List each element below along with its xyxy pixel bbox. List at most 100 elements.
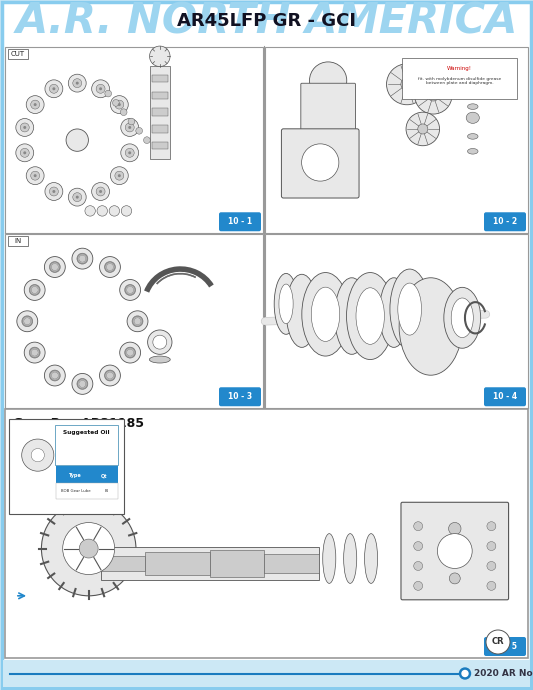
Ellipse shape bbox=[398, 283, 422, 335]
Ellipse shape bbox=[302, 273, 349, 356]
Circle shape bbox=[24, 279, 45, 300]
Circle shape bbox=[52, 190, 55, 193]
Ellipse shape bbox=[399, 278, 462, 375]
Text: Gear Box AR31185: Gear Box AR31185 bbox=[13, 417, 144, 431]
Circle shape bbox=[100, 365, 120, 386]
Circle shape bbox=[97, 206, 108, 216]
Circle shape bbox=[150, 46, 170, 66]
Circle shape bbox=[85, 206, 95, 216]
Bar bbox=[152, 108, 168, 116]
Circle shape bbox=[100, 257, 120, 277]
Ellipse shape bbox=[379, 278, 408, 347]
Bar bbox=[5, 47, 263, 233]
Bar bbox=[55, 425, 118, 464]
Bar bbox=[264, 553, 319, 573]
Text: 10 - 5: 10 - 5 bbox=[493, 642, 517, 651]
Bar bbox=[8, 236, 28, 246]
Circle shape bbox=[125, 347, 135, 358]
Circle shape bbox=[310, 62, 347, 99]
Circle shape bbox=[45, 80, 63, 98]
Text: 10 - 2: 10 - 2 bbox=[493, 217, 517, 226]
Circle shape bbox=[110, 96, 128, 114]
Text: 10 - 4: 10 - 4 bbox=[493, 392, 517, 402]
Bar bbox=[210, 550, 264, 577]
Ellipse shape bbox=[365, 533, 378, 583]
Circle shape bbox=[115, 100, 124, 109]
Circle shape bbox=[22, 439, 54, 471]
Circle shape bbox=[45, 183, 63, 200]
Ellipse shape bbox=[467, 134, 478, 139]
Circle shape bbox=[121, 144, 139, 161]
Bar bbox=[150, 66, 170, 159]
Circle shape bbox=[68, 75, 86, 92]
Circle shape bbox=[29, 347, 40, 358]
Text: Warning!: Warning! bbox=[447, 66, 472, 70]
Circle shape bbox=[414, 562, 423, 571]
Circle shape bbox=[401, 78, 413, 90]
FancyBboxPatch shape bbox=[301, 83, 356, 137]
Circle shape bbox=[148, 330, 172, 355]
Circle shape bbox=[96, 84, 105, 93]
Bar bbox=[152, 75, 168, 82]
Circle shape bbox=[68, 188, 86, 206]
Circle shape bbox=[487, 522, 496, 531]
Text: Type: Type bbox=[69, 473, 82, 478]
Ellipse shape bbox=[322, 533, 336, 583]
Circle shape bbox=[63, 522, 115, 575]
FancyBboxPatch shape bbox=[401, 502, 508, 600]
Circle shape bbox=[459, 668, 471, 679]
Circle shape bbox=[302, 144, 339, 181]
Text: AR45LFP GR - GCI: AR45LFP GR - GCI bbox=[177, 12, 356, 30]
Circle shape bbox=[486, 630, 510, 654]
Ellipse shape bbox=[467, 104, 478, 110]
Circle shape bbox=[105, 371, 115, 381]
Bar bbox=[56, 484, 118, 499]
Bar bbox=[3, 660, 530, 687]
Bar bbox=[144, 552, 210, 575]
Bar bbox=[152, 125, 168, 132]
Circle shape bbox=[29, 285, 40, 295]
Text: CR: CR bbox=[491, 638, 504, 647]
Circle shape bbox=[22, 316, 33, 326]
Circle shape bbox=[120, 109, 127, 115]
Circle shape bbox=[418, 124, 428, 134]
Circle shape bbox=[121, 206, 132, 216]
Circle shape bbox=[34, 174, 37, 177]
Circle shape bbox=[105, 90, 111, 97]
Circle shape bbox=[462, 671, 468, 676]
Circle shape bbox=[120, 279, 141, 300]
Text: BI: BI bbox=[105, 489, 109, 493]
Circle shape bbox=[118, 103, 121, 106]
Circle shape bbox=[42, 502, 136, 596]
Circle shape bbox=[487, 542, 496, 551]
FancyBboxPatch shape bbox=[484, 637, 526, 656]
Circle shape bbox=[427, 90, 439, 101]
Circle shape bbox=[50, 371, 60, 381]
Circle shape bbox=[143, 137, 150, 144]
Circle shape bbox=[77, 379, 87, 389]
Ellipse shape bbox=[274, 273, 298, 335]
Circle shape bbox=[44, 257, 65, 277]
Bar bbox=[5, 409, 528, 658]
Circle shape bbox=[105, 262, 115, 273]
Ellipse shape bbox=[149, 356, 170, 363]
Circle shape bbox=[50, 262, 60, 273]
Circle shape bbox=[461, 549, 470, 558]
Circle shape bbox=[109, 206, 119, 216]
Ellipse shape bbox=[346, 273, 394, 359]
Ellipse shape bbox=[467, 148, 478, 154]
Circle shape bbox=[125, 285, 135, 295]
Ellipse shape bbox=[311, 287, 340, 342]
Ellipse shape bbox=[344, 533, 357, 583]
Bar bbox=[152, 142, 168, 150]
Circle shape bbox=[72, 248, 93, 269]
Ellipse shape bbox=[444, 287, 481, 348]
Ellipse shape bbox=[286, 275, 318, 347]
Circle shape bbox=[449, 522, 461, 535]
Bar bbox=[101, 547, 319, 580]
Circle shape bbox=[50, 84, 58, 93]
Bar bbox=[5, 235, 263, 408]
Bar bbox=[56, 466, 118, 484]
Circle shape bbox=[153, 335, 167, 349]
Circle shape bbox=[487, 582, 496, 591]
